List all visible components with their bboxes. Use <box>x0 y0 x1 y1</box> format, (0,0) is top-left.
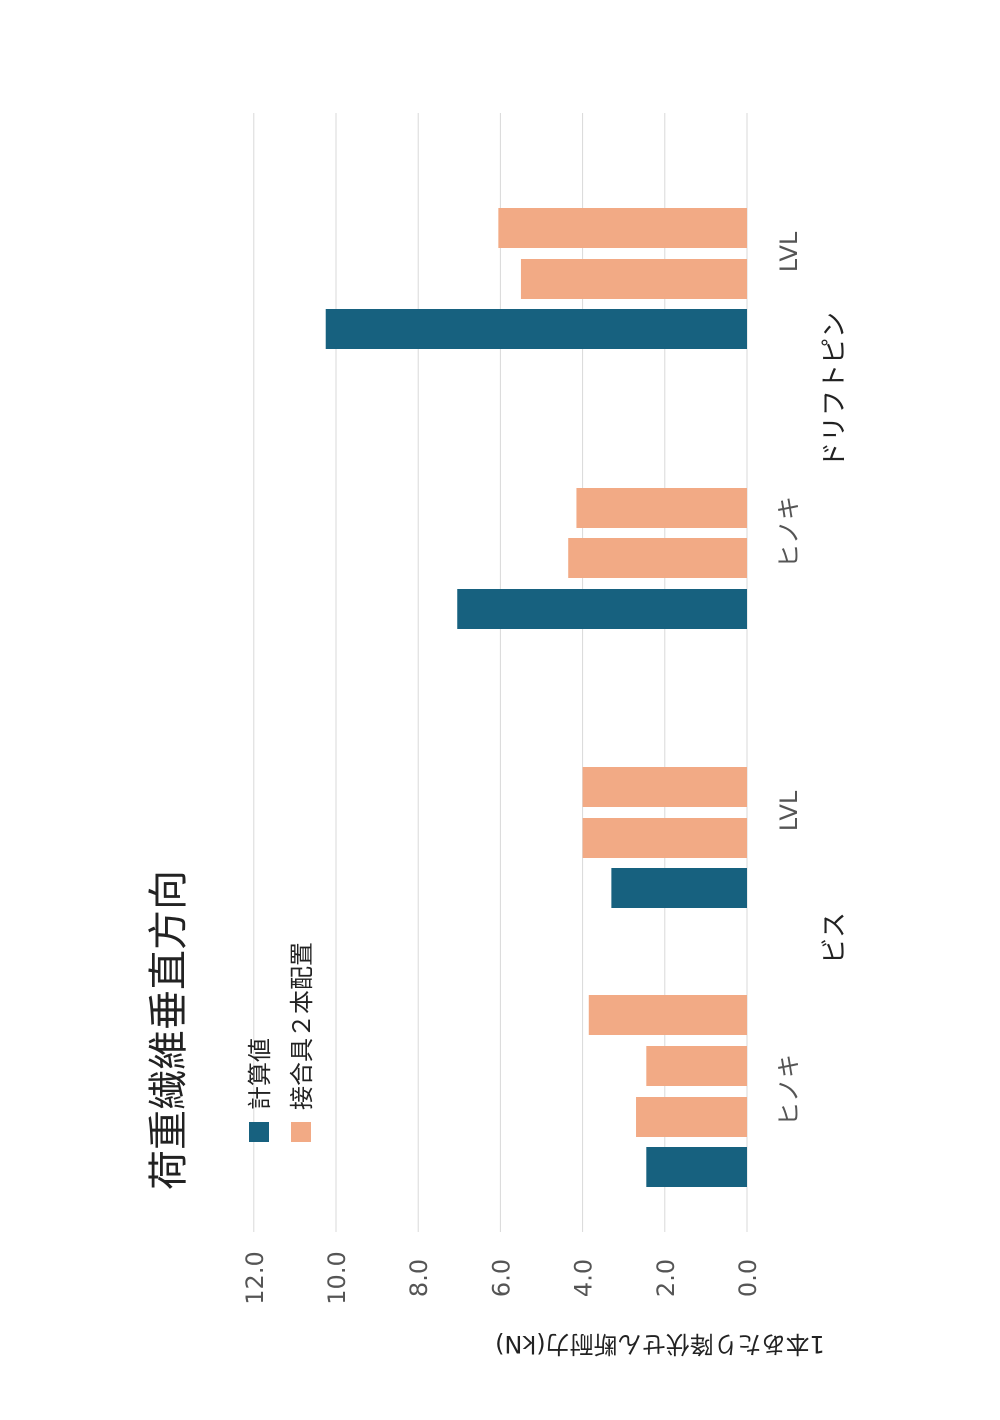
chart-title: 荷重繊維垂直方向 <box>146 870 192 1190</box>
bar <box>646 1147 747 1187</box>
legend-swatch-two-fasteners <box>291 1122 311 1142</box>
tick-label: 0.0 <box>734 1259 762 1297</box>
bar <box>498 208 747 248</box>
legend-label-two-fasteners: 接合具２本配置 <box>288 942 316 1110</box>
bar <box>576 488 747 528</box>
bar <box>582 767 747 807</box>
tick-label: 4.0 <box>570 1259 598 1297</box>
tick-label: 12.0 <box>241 1251 269 1304</box>
bar <box>325 309 747 349</box>
bar <box>457 589 747 629</box>
bar <box>588 995 747 1035</box>
bar <box>520 259 747 299</box>
y-axis-label: 1本あたり降伏せん断耐力(kN) <box>495 1330 825 1358</box>
legend-swatch-calculated <box>249 1122 269 1142</box>
legend-label-calculated: 計算値 <box>246 1038 274 1110</box>
tick-label: 8.0 <box>405 1259 433 1297</box>
group-label: ドリフトピン <box>820 312 850 468</box>
legend: 計算値 接合具２本配置 <box>246 942 316 1142</box>
category-label: LVL <box>775 231 803 272</box>
bar <box>611 868 747 908</box>
category-label: ヒノキ <box>775 496 803 568</box>
bars <box>325 208 747 1187</box>
grid-lines <box>253 113 748 1232</box>
category-label: LVL <box>775 790 803 831</box>
tick-label: 10.0 <box>323 1251 351 1304</box>
group-label: ビス <box>820 912 850 964</box>
category-label: ヒノキ <box>775 1054 803 1126</box>
tick-label: 6.0 <box>487 1259 515 1297</box>
bar <box>646 1046 747 1086</box>
tick-label: 2.0 <box>652 1259 680 1297</box>
bar <box>568 538 747 578</box>
value-axis-ticks: 0.0 2.0 4.0 6.0 8.0 10.0 12.0 <box>241 1251 762 1304</box>
bar <box>582 818 747 858</box>
bar <box>636 1097 747 1137</box>
